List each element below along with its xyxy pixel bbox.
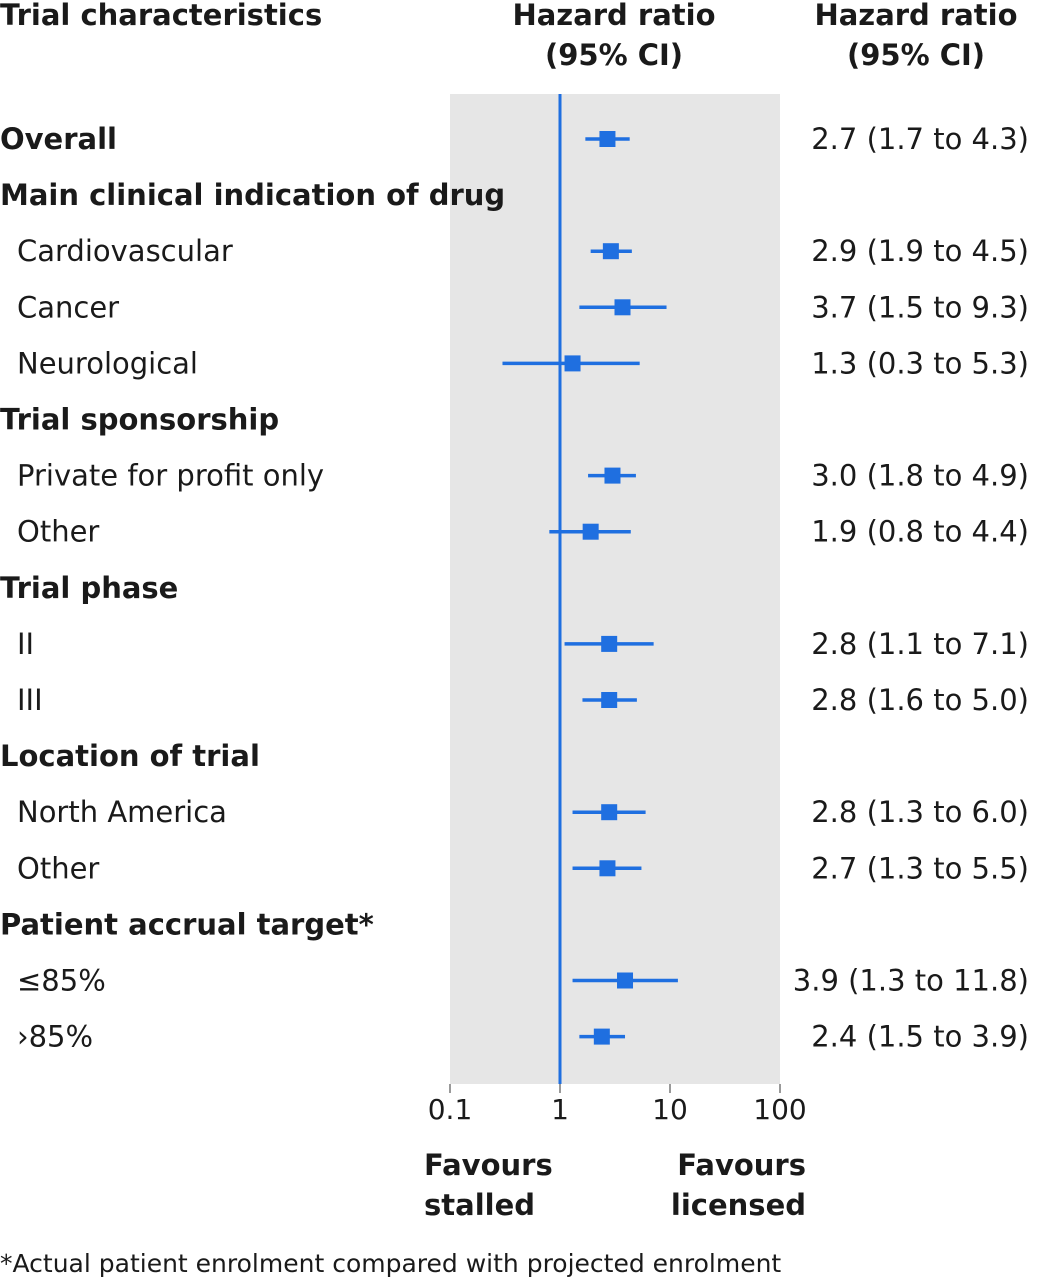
row-label: ≤85% (17, 964, 106, 998)
header-plot-line1: Hazard ratio (512, 0, 715, 32)
value-text: 3.9 (1.3 to 11.8) (793, 964, 1029, 998)
value-text: 2.8 (1.3 to 6.0) (811, 795, 1029, 829)
value-text: 2.8 (1.6 to 5.0) (811, 683, 1029, 717)
hr-marker (614, 299, 631, 316)
x-tick-label: 1 (551, 1093, 569, 1126)
hr-marker (582, 523, 599, 540)
hr-marker (602, 243, 619, 260)
section-label: Location of trial (0, 739, 260, 773)
hr-marker (601, 804, 618, 821)
value-text: 3.0 (1.8 to 4.9) (811, 459, 1029, 493)
hr-marker (599, 131, 616, 147)
row-label: Cardiovascular (17, 234, 233, 268)
row-label: Other (17, 515, 99, 549)
row-label: Overall (0, 122, 117, 156)
favours-left-line2: stalled (424, 1188, 535, 1222)
plot-panel (450, 94, 780, 1084)
favours-right-line1: Favours (677, 1148, 806, 1182)
hr-marker (604, 467, 621, 484)
value-text: 3.7 (1.5 to 9.3) (811, 290, 1029, 324)
x-tick-label: 0.1 (428, 1093, 473, 1126)
hr-marker (601, 692, 618, 708)
row-label: II (17, 627, 34, 661)
favours-left-line1: Favours (424, 1148, 553, 1182)
value-text: 2.7 (1.3 to 5.5) (811, 851, 1029, 885)
hr-marker (601, 635, 618, 652)
section-label: Main clinical indication of drug (0, 178, 505, 212)
row-label: III (17, 683, 43, 717)
x-tick-label: 10 (652, 1093, 688, 1126)
hr-marker (593, 1028, 610, 1045)
hr-marker (564, 355, 581, 372)
value-text: 2.7 (1.7 to 4.3) (811, 122, 1029, 156)
value-text: 2.4 (1.5 to 3.9) (811, 1020, 1029, 1054)
row-label: Other (17, 851, 99, 885)
header-plot-line2: (95% CI) (545, 38, 683, 72)
header-characteristics: Trial characteristics (0, 0, 322, 32)
section-label: Patient accrual target* (0, 907, 374, 941)
row-label: ›85% (17, 1020, 93, 1054)
row-label: Private for profit only (17, 459, 324, 493)
header-values-line2: (95% CI) (847, 38, 985, 72)
hr-marker (617, 972, 634, 989)
footnote: *Actual patient enrolment compared with … (0, 1249, 781, 1278)
value-text: 1.3 (0.3 to 5.3) (811, 346, 1029, 380)
row-label: Cancer (17, 290, 119, 324)
row-label: Neurological (17, 346, 198, 380)
favours-right-line2: licensed (671, 1188, 806, 1222)
x-tick-label: 100 (753, 1093, 806, 1126)
x-axis-ticks: 0.1 1 10 100 (428, 1084, 807, 1126)
hr-marker (599, 860, 616, 877)
section-label: Trial phase (0, 571, 178, 605)
value-text: 2.9 (1.9 to 4.5) (811, 234, 1029, 268)
section-label: Trial sponsorship (0, 403, 279, 437)
value-text: 1.9 (0.8 to 4.4) (811, 515, 1029, 549)
value-text: 2.8 (1.1 to 7.1) (811, 627, 1029, 661)
rows-layer: Overall 2.7 (1.7 to 4.3) Main clinical ind… (0, 122, 1029, 1054)
header-values-line1: Hazard ratio (814, 0, 1017, 32)
row-label: North America (17, 795, 227, 829)
